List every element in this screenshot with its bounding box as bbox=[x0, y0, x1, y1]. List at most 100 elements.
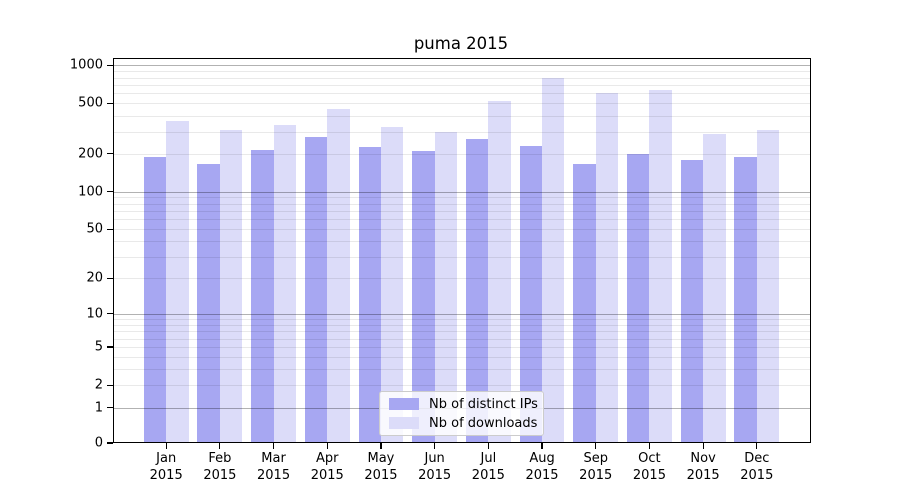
gridline-minor-500 bbox=[112, 103, 811, 105]
y-tick-10 bbox=[106, 313, 113, 315]
y-tick-label-500: 500 bbox=[78, 95, 103, 111]
x-tick-month: Jun bbox=[424, 451, 445, 466]
x-tick-jan bbox=[165, 443, 167, 449]
x-tick-label-sep: Sep 2015 bbox=[579, 451, 612, 484]
bar-downloads-mar bbox=[273, 125, 296, 442]
x-tick-year: 2015 bbox=[364, 467, 398, 483]
y-tick-label-100: 100 bbox=[78, 184, 103, 200]
y-tick-1 bbox=[106, 406, 113, 409]
y-tick-label-20: 20 bbox=[86, 270, 103, 286]
x-tick-month: Sep bbox=[583, 451, 608, 466]
gridline-minor-400 bbox=[112, 115, 811, 117]
x-tick-month: Dec bbox=[744, 451, 770, 466]
y-tick-label-2: 2 bbox=[94, 377, 103, 393]
x-tick-year: 2015 bbox=[579, 467, 613, 483]
x-tick-year: 2015 bbox=[686, 467, 720, 483]
x-tick-year: 2015 bbox=[203, 467, 237, 483]
x-tick-mar bbox=[272, 443, 275, 449]
gridline-major-10 bbox=[112, 313, 811, 315]
bar-downloads-jun bbox=[434, 131, 458, 442]
x-tick-jul bbox=[487, 443, 489, 449]
x-tick-dec bbox=[756, 443, 758, 449]
bar-downloads-sep bbox=[595, 93, 619, 442]
y-tick-2 bbox=[106, 384, 113, 386]
bar-distinct-ips-sep bbox=[573, 164, 596, 442]
bar-distinct-ips-may bbox=[358, 147, 381, 442]
legend: Nb of distinct IPs Nb of downloads bbox=[379, 391, 544, 436]
y-tick-20 bbox=[106, 277, 113, 279]
gridline-minor-80 bbox=[112, 203, 811, 205]
chart-title: puma 2015 bbox=[413, 34, 509, 53]
bar-distinct-ips-jan bbox=[143, 156, 167, 442]
gridline-minor-6 bbox=[112, 338, 811, 340]
gridline-minor-50 bbox=[112, 229, 811, 231]
y-tick-label-50: 50 bbox=[86, 221, 103, 237]
x-tick-month: Oct bbox=[638, 451, 661, 466]
bar-downloads-oct bbox=[649, 89, 672, 442]
y-tick-200 bbox=[106, 153, 113, 155]
x-tick-apr bbox=[326, 443, 328, 449]
gridline-minor-40 bbox=[112, 241, 811, 243]
x-tick-feb bbox=[219, 443, 221, 449]
legend-label-downloads: Nb of downloads bbox=[429, 415, 538, 431]
x-tick-month: Jan bbox=[156, 451, 177, 466]
gridline-minor-60 bbox=[112, 219, 811, 221]
y-tick-label-1000: 1000 bbox=[69, 57, 103, 73]
bar-distinct-ips-aug bbox=[519, 146, 543, 442]
bar-downloads-jan bbox=[166, 120, 189, 442]
bar-downloads-apr bbox=[327, 109, 350, 442]
bar-downloads-may bbox=[380, 127, 404, 442]
x-tick-year: 2015 bbox=[418, 467, 452, 483]
bar-distinct-ips-jul bbox=[465, 139, 489, 442]
y-tick-50 bbox=[106, 228, 113, 230]
x-tick-jun bbox=[434, 443, 436, 449]
legend-label-distinct-ips: Nb of distinct IPs bbox=[429, 396, 538, 412]
y-tick-label-1: 1 bbox=[94, 400, 103, 416]
x-tick-month: Apr bbox=[316, 451, 339, 466]
gridline-minor-300 bbox=[112, 131, 811, 133]
bar-downloads-feb bbox=[219, 129, 243, 442]
gridline-minor-3 bbox=[112, 369, 811, 371]
bar-downloads-aug bbox=[542, 77, 565, 442]
x-tick-label-dec: Dec 2015 bbox=[740, 451, 773, 484]
x-tick-year: 2015 bbox=[632, 467, 666, 483]
legend-item-distinct-ips: Nb of distinct IPs bbox=[380, 397, 543, 411]
bar-downloads-jul bbox=[488, 100, 511, 442]
gridline-minor-70 bbox=[112, 211, 811, 213]
gridline-minor-90 bbox=[112, 197, 811, 199]
bar-downloads-dec bbox=[756, 129, 780, 442]
y-tick-label-10: 10 bbox=[86, 306, 103, 322]
x-tick-label-apr: Apr 2015 bbox=[311, 451, 344, 484]
x-tick-year: 2015 bbox=[740, 467, 774, 483]
gridline-minor-7 bbox=[112, 331, 811, 333]
legend-swatch-downloads bbox=[389, 417, 419, 429]
x-tick-month: Jul bbox=[480, 451, 497, 466]
x-tick-year: 2015 bbox=[257, 467, 291, 483]
x-tick-label-jul: Jul 2015 bbox=[472, 451, 505, 484]
bar-distinct-ips-feb bbox=[197, 164, 220, 442]
gridline-minor-700 bbox=[112, 85, 811, 86]
x-tick-label-nov: Nov 2015 bbox=[687, 451, 720, 484]
y-tick-5 bbox=[106, 346, 113, 348]
gridline-minor-600 bbox=[112, 93, 811, 95]
gridline-minor-2 bbox=[112, 385, 811, 387]
x-tick-year: 2015 bbox=[149, 467, 183, 483]
legend-item-downloads: Nb of downloads bbox=[380, 416, 543, 430]
x-tick-month: May bbox=[367, 451, 395, 466]
gridline-minor-20 bbox=[112, 278, 811, 280]
x-tick-label-may: May 2015 bbox=[364, 451, 397, 484]
x-tick-label-jun: Jun 2015 bbox=[418, 451, 451, 484]
x-tick-year: 2015 bbox=[525, 467, 559, 483]
gridline-minor-8 bbox=[112, 324, 811, 326]
x-tick-label-jan: Jan 2015 bbox=[150, 451, 183, 484]
x-tick-month: Aug bbox=[529, 451, 555, 466]
bar-distinct-ips-apr bbox=[304, 137, 328, 442]
bar-downloads-nov bbox=[703, 134, 726, 442]
gridline-major-100 bbox=[112, 191, 811, 193]
x-tick-label-oct: Oct 2015 bbox=[633, 451, 666, 484]
bar-distinct-ips-dec bbox=[734, 156, 757, 442]
bar-distinct-ips-nov bbox=[680, 159, 704, 442]
gridline-minor-30 bbox=[112, 256, 811, 258]
gridline-minor-200 bbox=[112, 153, 811, 155]
